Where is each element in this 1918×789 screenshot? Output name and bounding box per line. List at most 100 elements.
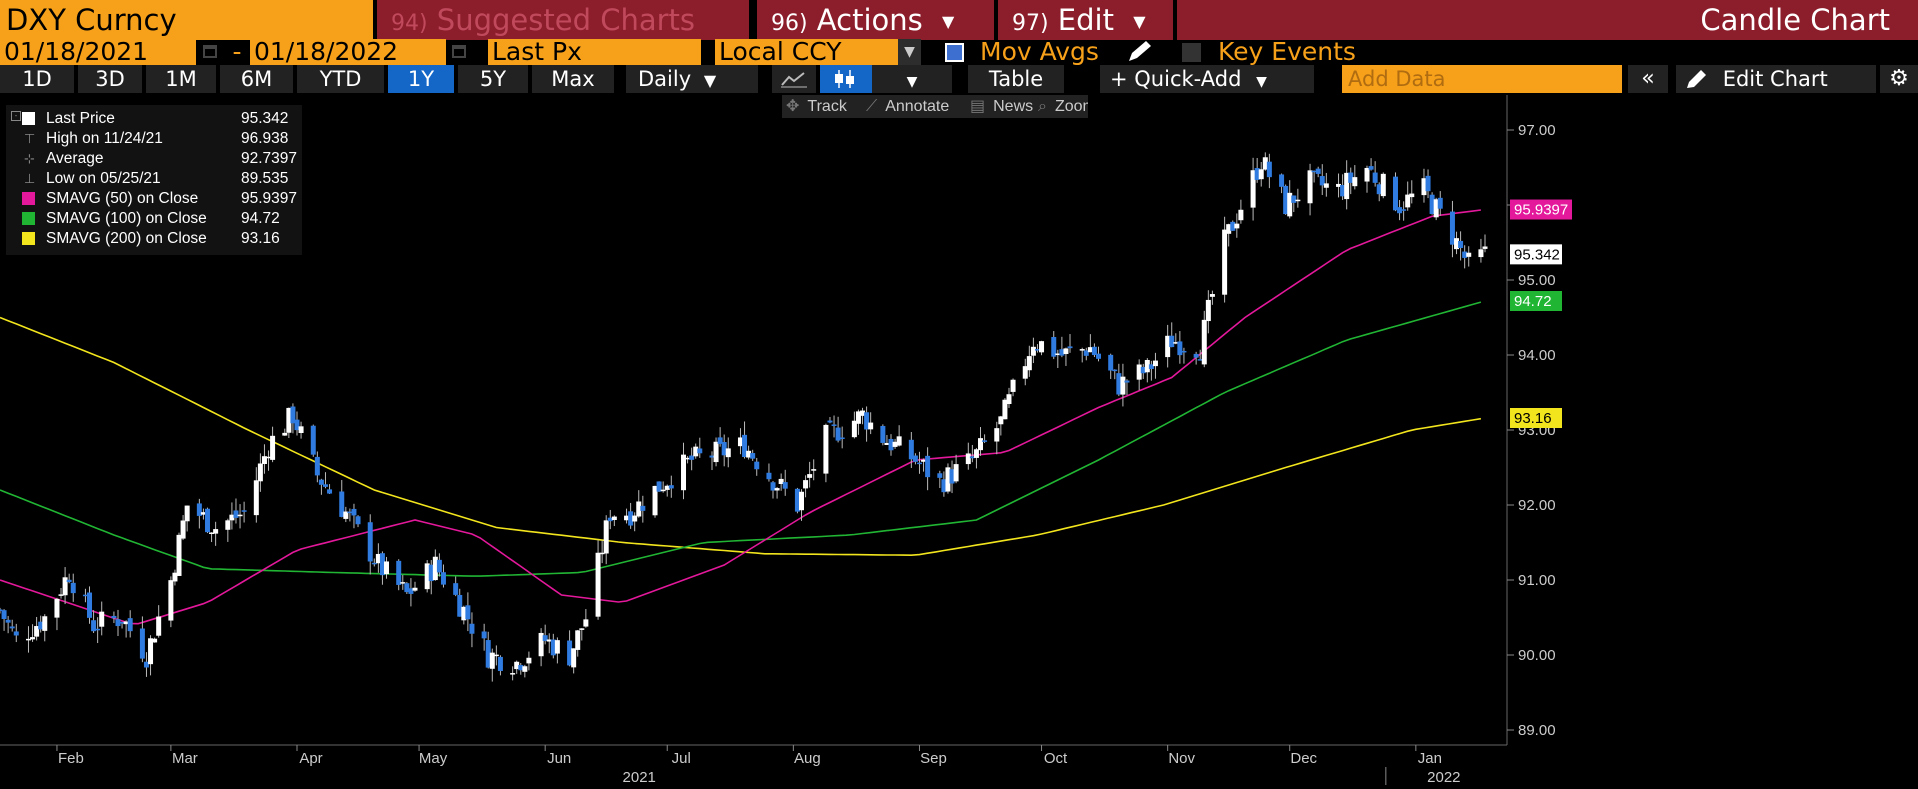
- candle-body: [721, 442, 727, 456]
- mov-avgs-edit-button[interactable]: [1124, 39, 1154, 65]
- candle-body: [1022, 366, 1028, 379]
- period-button-1d[interactable]: 1D: [0, 65, 74, 93]
- candle-body: [1283, 185, 1289, 215]
- zoom-button[interactable]: ⌕ Zoom: [1038, 95, 1088, 118]
- calendar-end-button[interactable]: [446, 39, 474, 65]
- candle-body: [1002, 399, 1008, 420]
- track-button[interactable]: ✥ Track: [786, 95, 860, 118]
- mov-avgs-checkbox[interactable]: [945, 43, 964, 62]
- candle-body: [1120, 376, 1126, 395]
- candle-body: [384, 561, 390, 575]
- candle-body: [1336, 183, 1342, 187]
- pencil-icon: [1687, 70, 1706, 88]
- candle-body: [778, 478, 784, 485]
- settings-button[interactable]: ⚙: [1880, 65, 1918, 93]
- period-button-5y[interactable]: 5Y: [458, 65, 528, 93]
- candle-body: [969, 456, 975, 459]
- candle-body: [176, 534, 182, 576]
- actions-menu[interactable]: 96) Actions ▼: [757, 0, 994, 40]
- candle-body: [1112, 369, 1118, 372]
- key-events-checkbox[interactable]: [1182, 43, 1201, 62]
- candle-body: [298, 426, 304, 434]
- candle-body: [375, 553, 381, 564]
- candle-body: [1368, 166, 1374, 170]
- chevron-down-icon: ▼: [906, 74, 918, 90]
- annotate-button[interactable]: ⟋ Annotate: [866, 95, 964, 118]
- candle-body: [518, 664, 524, 671]
- legend-row: SMAVG (200) on Close 93.16: [6, 229, 302, 249]
- candle-body: [204, 508, 210, 533]
- candle-body: [412, 587, 418, 591]
- candle-body: [457, 594, 463, 617]
- start-date-field[interactable]: 01/18/2021: [0, 39, 196, 65]
- edit-menu[interactable]: 97) Edit ▼: [998, 0, 1173, 40]
- candle-body: [685, 457, 691, 460]
- candle-body: [916, 462, 922, 465]
- candle-chart-icon: [835, 70, 854, 88]
- ticker-field[interactable]: DXY Curncy: [0, 0, 373, 40]
- legend-collapse-icon[interactable]: -: [11, 111, 21, 121]
- candle-body: [396, 560, 402, 585]
- edit-chart-button[interactable]: Edit Chart: [1676, 65, 1876, 93]
- candle-body: [982, 440, 988, 442]
- currency-selector[interactable]: Local CCY: [715, 39, 898, 65]
- high-marker-icon: ⊤: [24, 131, 36, 146]
- candle-body: [1030, 346, 1036, 356]
- add-data-input[interactable]: Add Data: [1342, 65, 1622, 93]
- candle-body: [538, 632, 544, 657]
- candle-body: [465, 605, 471, 620]
- suggested-charts-menu[interactable]: 94) Suggested Charts: [377, 0, 749, 40]
- candle-body: [855, 411, 861, 424]
- candle-body: [542, 635, 548, 641]
- legend-value: 93.16: [241, 230, 280, 247]
- collapse-button[interactable]: «: [1628, 65, 1668, 93]
- y-tick-label: 89.00: [1518, 722, 1556, 739]
- period-button-1y[interactable]: 1Y: [388, 65, 454, 93]
- candle-body: [713, 441, 719, 463]
- zoom-label: Zoom: [1054, 98, 1088, 115]
- period-button-ytd[interactable]: YTD: [297, 65, 384, 93]
- candle-body: [261, 456, 267, 465]
- candle-body: [1258, 169, 1264, 180]
- candle-body: [1051, 337, 1057, 357]
- price-tag-sma50: [1510, 199, 1572, 220]
- candle-body: [1425, 175, 1431, 192]
- frequency-selector[interactable]: Daily ▼: [626, 65, 758, 93]
- period-button-max[interactable]: Max: [532, 65, 614, 93]
- candle-chart-button[interactable]: [820, 65, 872, 93]
- currency-dropdown-button[interactable]: ▼: [898, 39, 921, 65]
- candle-body: [225, 520, 231, 530]
- legend-swatch: [22, 212, 35, 225]
- period-button-6m[interactable]: 6M: [220, 65, 293, 93]
- table-button[interactable]: Table: [968, 65, 1064, 93]
- period-button-1m[interactable]: 1M: [146, 65, 216, 93]
- field-selector[interactable]: Last Px: [488, 39, 701, 65]
- year-label: 2022: [1427, 769, 1460, 786]
- news-button[interactable]: ▤ News: [970, 95, 1038, 118]
- candle-body: [668, 485, 674, 489]
- sma200-line: [0, 316, 1482, 557]
- line-chart-button[interactable]: [772, 65, 816, 93]
- candle-body: [9, 626, 15, 629]
- candle-body: [1401, 209, 1407, 211]
- chart-title: Candle Chart: [1177, 0, 1918, 40]
- legend-label: SMAVG (200) on Close: [46, 230, 207, 247]
- candle-body: [318, 479, 324, 485]
- candle-body: [1226, 224, 1232, 234]
- calendar-start-button[interactable]: [196, 39, 224, 65]
- period-button-3d[interactable]: 3D: [78, 65, 142, 93]
- candle-body: [510, 673, 516, 675]
- end-date-field[interactable]: 01/18/2022: [250, 39, 446, 65]
- chevron-down-icon: ▼: [1133, 12, 1146, 31]
- crosshair-icon: ✥: [786, 98, 800, 115]
- quick-add-button[interactable]: + Quick-Add ▼: [1100, 65, 1314, 93]
- candle-body: [1372, 172, 1378, 183]
- price-tag-label: 95.342: [1514, 246, 1560, 263]
- candle-body: [34, 626, 40, 637]
- candle-body: [603, 520, 609, 554]
- candle-body: [424, 563, 430, 590]
- candle-body: [1193, 353, 1199, 358]
- candle-body: [579, 628, 585, 630]
- chart-type-dropdown[interactable]: ▼: [872, 65, 952, 93]
